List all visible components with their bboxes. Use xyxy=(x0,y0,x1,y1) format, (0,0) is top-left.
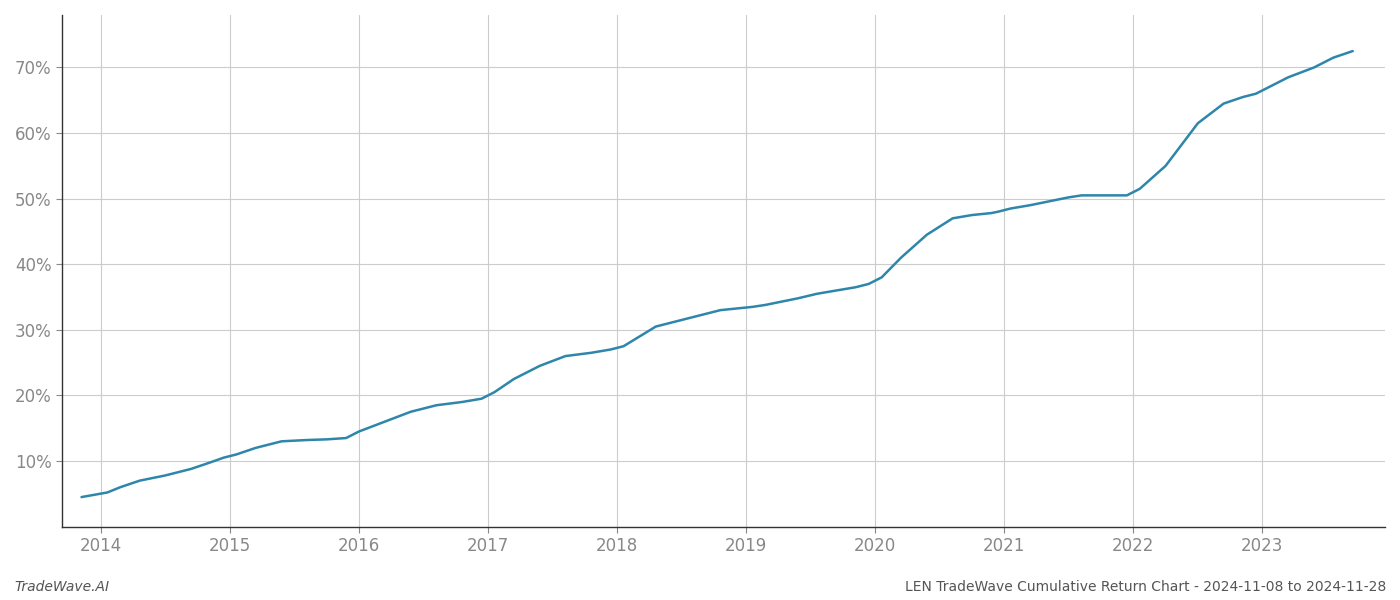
Text: LEN TradeWave Cumulative Return Chart - 2024-11-08 to 2024-11-28: LEN TradeWave Cumulative Return Chart - … xyxy=(904,580,1386,594)
Text: TradeWave.AI: TradeWave.AI xyxy=(14,580,109,594)
